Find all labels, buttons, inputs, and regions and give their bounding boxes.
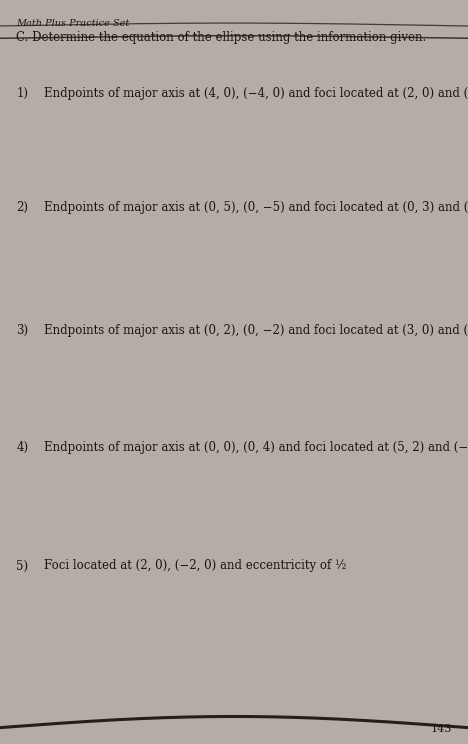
Text: Foci located at (2, 0), (−2, 0) and eccentricity of ½: Foci located at (2, 0), (−2, 0) and ecce… [44, 559, 347, 572]
Text: 3): 3) [16, 324, 29, 336]
Text: C. Determine the equation of the ellipse using the information given.: C. Determine the equation of the ellipse… [16, 31, 427, 44]
Text: 143: 143 [430, 724, 452, 734]
Text: 2): 2) [16, 201, 29, 214]
Text: 4): 4) [16, 441, 29, 454]
Text: Math Plus Practice Set: Math Plus Practice Set [16, 19, 130, 28]
Text: Endpoints of major axis at (0, 0), (0, 4) and foci located at (5, 2) and (−5, 2): Endpoints of major axis at (0, 0), (0, 4… [44, 441, 468, 454]
Text: 5): 5) [16, 559, 29, 572]
Text: 1): 1) [16, 87, 29, 100]
Text: Endpoints of major axis at (0, 5), (0, −5) and foci located at (0, 3) and (0, −3: Endpoints of major axis at (0, 5), (0, −… [44, 201, 468, 214]
Text: Endpoints of major axis at (0, 2), (0, −2) and foci located at (3, 0) and (−3, 0: Endpoints of major axis at (0, 2), (0, −… [44, 324, 468, 336]
Text: Endpoints of major axis at (4, 0), (−4, 0) and foci located at (2, 0) and (−2, 0: Endpoints of major axis at (4, 0), (−4, … [44, 87, 468, 100]
